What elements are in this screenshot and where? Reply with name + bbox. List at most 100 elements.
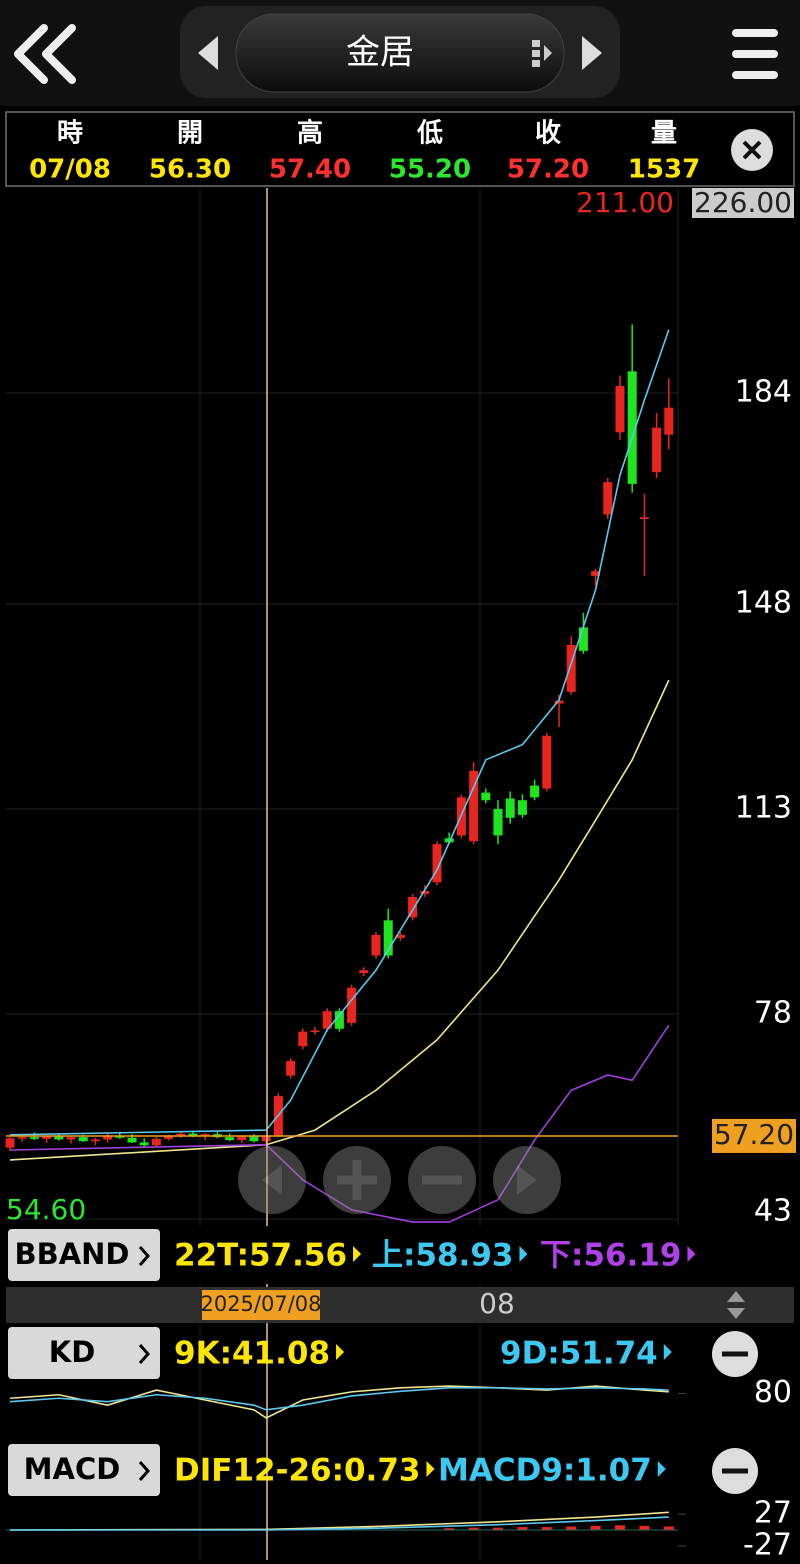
histogram-bar [541, 1527, 552, 1530]
candle-body [420, 891, 430, 894]
histogram-bar [590, 1525, 601, 1530]
histogram-bar [444, 1528, 455, 1530]
indicator-value: MACD9:1.07 [438, 1453, 652, 1489]
candle-body [371, 934, 381, 956]
candle-body [90, 1139, 100, 1142]
kd-button[interactable] [8, 1327, 160, 1379]
candle-body [505, 798, 515, 818]
indicator-arrow [687, 1246, 696, 1262]
indicator-value: 9K:41.08 [174, 1336, 330, 1372]
indicator-line [9, 1386, 669, 1411]
indicator-value: 下:56.19 [540, 1238, 681, 1274]
axis-top-label: 226.00 [694, 186, 792, 219]
indicator-line [9, 1024, 670, 1223]
candle-body [603, 482, 613, 515]
quote-label: 時 [57, 119, 83, 149]
indicator-arrow [353, 1246, 362, 1262]
candle-body [286, 1060, 296, 1076]
zoom-out-button[interactable] [408, 1146, 476, 1214]
chevron [138, 1246, 151, 1266]
menu-button[interactable] [732, 29, 778, 79]
indicator-value: 22T:57.56 [174, 1238, 347, 1274]
icon [262, 1165, 282, 1195]
quote-label: 低 [416, 119, 443, 149]
candle-body [469, 770, 479, 842]
candle-body [664, 407, 674, 435]
title-pill[interactable] [235, 13, 565, 93]
indicator-value: DIF12-26:0.73 [174, 1453, 420, 1489]
scroll-right-button[interactable] [493, 1146, 561, 1214]
selected-date: 2025/07/08 [200, 1292, 321, 1316]
quote-row [5, 111, 795, 187]
low-label: 54.60 [6, 1193, 86, 1226]
zoom-in-button[interactable] [323, 1146, 391, 1214]
candle-body [29, 1137, 39, 1139]
indicator-value: 上:58.93 [372, 1238, 513, 1274]
candle-body [493, 809, 503, 836]
candle-body [359, 970, 369, 974]
quote-value: 57.40 [269, 155, 351, 185]
candle-body [347, 987, 357, 1023]
histogram-bar [615, 1525, 625, 1530]
list-icon[interactable] [532, 40, 552, 67]
candle-body [591, 571, 601, 576]
candle-body [176, 1133, 186, 1136]
candle-body [78, 1137, 88, 1142]
candle-body [554, 700, 564, 704]
candle-body [481, 792, 491, 801]
indicator-arrow [336, 1344, 345, 1360]
candle-body [298, 1031, 308, 1047]
quote-value: 07/08 [29, 155, 111, 185]
macd-button-label: MACD [24, 1452, 121, 1486]
histogram-bar [468, 1527, 479, 1530]
candle-body [42, 1136, 52, 1139]
histogram-bar [517, 1527, 528, 1530]
macd-button[interactable] [8, 1444, 160, 1496]
scroll-left-button[interactable] [238, 1146, 306, 1214]
kd-button-label: KD [49, 1335, 96, 1369]
candle-body [566, 644, 576, 692]
date-highlight [202, 1290, 320, 1320]
icon [517, 1165, 537, 1195]
histogram-bar [639, 1525, 650, 1530]
bband-button-label: BBAND [15, 1237, 130, 1271]
crosshair-label-bg [712, 1118, 796, 1153]
y-tick-label: 148 [735, 585, 792, 620]
resize-handle[interactable] [727, 1291, 745, 1319]
candle-body [530, 785, 540, 798]
candle-body [139, 1142, 149, 1146]
y-tick-label: -27 [743, 1527, 792, 1562]
histogram-bar [663, 1526, 674, 1530]
chevron [138, 1461, 151, 1481]
indicator-line [9, 679, 670, 1161]
quote-value: 57.20 [507, 155, 589, 185]
candle-body [444, 838, 454, 843]
y-tick-label: 78 [754, 996, 792, 1031]
y-tick-label: 27 [754, 1496, 792, 1531]
high-label: 211.00 [576, 186, 674, 219]
y-tick-label: 80 [754, 1375, 792, 1410]
candle-body [127, 1137, 137, 1143]
candle-body [225, 1137, 235, 1141]
indicator-arrow [426, 1461, 435, 1477]
candle-body [578, 627, 588, 651]
candle-body [5, 1138, 15, 1148]
prev-button[interactable] [198, 36, 218, 70]
candle-body [17, 1137, 27, 1139]
candle-body [432, 844, 442, 883]
indicator-value: 9D:51.74 [500, 1336, 658, 1372]
candle-body [517, 800, 527, 815]
next-button[interactable] [582, 36, 602, 70]
bband-button[interactable] [8, 1229, 160, 1281]
back-button[interactable] [14, 24, 76, 84]
close-icon [742, 140, 762, 160]
candle-body [395, 934, 405, 938]
crosshair-label: 57.20 [714, 1118, 794, 1151]
candle-body [188, 1133, 198, 1137]
indicator-line [10, 1516, 669, 1531]
candle-body [334, 1011, 344, 1029]
stock-title: 金居 [346, 33, 414, 73]
candle-body [164, 1135, 174, 1139]
quote-label: 高 [297, 118, 323, 149]
